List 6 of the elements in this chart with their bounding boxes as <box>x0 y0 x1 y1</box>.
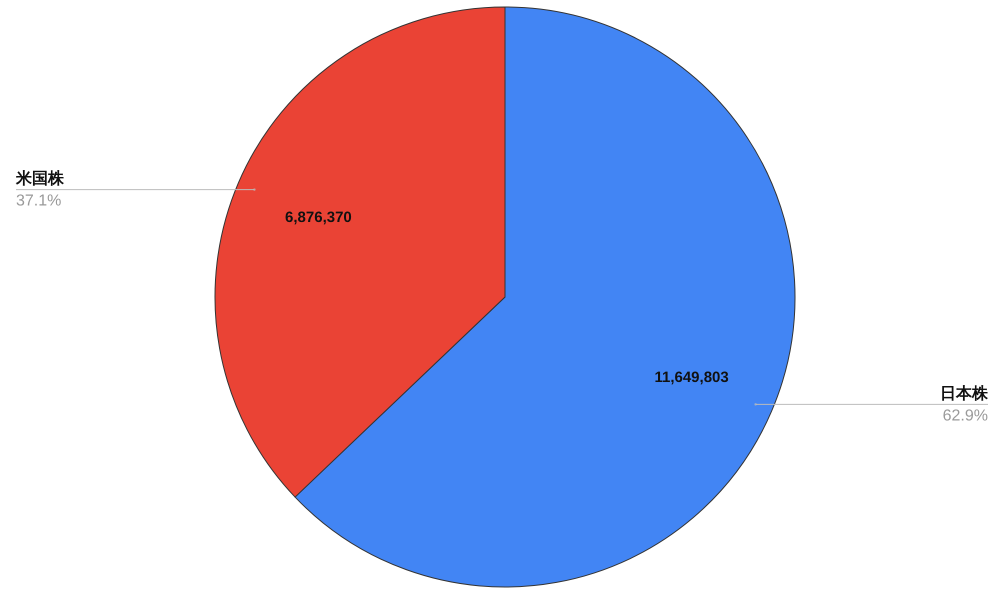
text: 62.9% <box>942 407 988 424</box>
data-label: 6,876,370 <box>285 209 352 226</box>
slice-label: 日本株 <box>940 384 989 402</box>
text: 37.1% <box>16 192 62 210</box>
slice-label: 米国株 <box>15 170 65 188</box>
data-label: 11,649,803 <box>654 368 729 386</box>
